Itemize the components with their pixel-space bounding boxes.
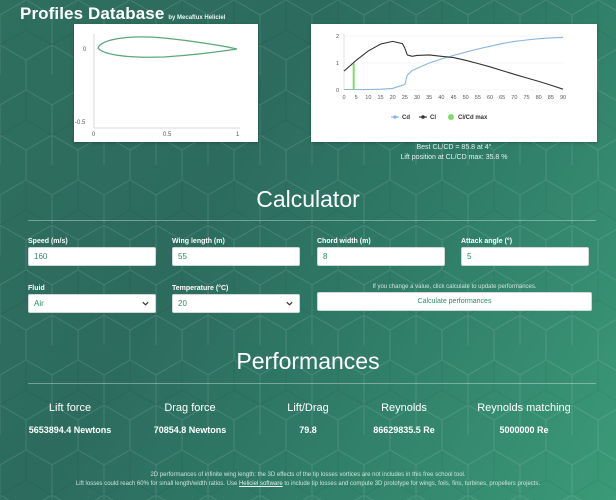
temperature-value: 20: [178, 299, 187, 308]
chevron-down-icon: [286, 301, 293, 306]
airfoil-profile-line: [97, 36, 238, 58]
calculator-divider: [28, 220, 596, 221]
perf-drag-force: Drag force 70854.8 Newtons: [140, 402, 240, 436]
perf-reynolds: Reynolds 86629835.5 Re: [356, 402, 452, 436]
polar-y-tick: 2: [336, 34, 339, 40]
fluid-select[interactable]: Air: [28, 294, 156, 313]
calculate-hint: If you change a value, click calculate t…: [372, 284, 537, 290]
profile-y-tick-neg05: -0.5: [75, 120, 86, 126]
footnote-text-b: to include tip losses and compute 3D pro…: [284, 481, 541, 487]
perf-value: 79.8: [299, 425, 317, 435]
lift-position-text: Lift position at CL/CD max: 35.8 %: [400, 154, 508, 161]
legend-label: Cl/Cd max: [458, 115, 488, 121]
polar-x-tick: 90: [560, 95, 566, 101]
footnote-line-2: Lift losses could reach 60% for small le…: [0, 479, 616, 489]
perf-head: Lift/Drag: [287, 402, 329, 414]
polar-x-tick: 15: [377, 95, 383, 101]
profile-shape-chart: 0 -0.5 0 0.5 1: [74, 24, 258, 142]
footnote-text-a: Lift losses could reach 60% for small le…: [75, 481, 238, 487]
polar-x-tick: 55: [475, 95, 481, 101]
perf-head: Lift force: [48, 402, 92, 414]
wing-length-input[interactable]: 55: [172, 247, 300, 266]
perf-value: 5653894.4 Newtons: [28, 425, 112, 435]
chord-width-label: Chord width (m): [317, 238, 371, 245]
polar-x-tick: 80: [536, 95, 542, 101]
perf-head: Reynolds matching: [477, 402, 571, 414]
polar-x-tick: 65: [499, 95, 505, 101]
polar-x-tick: 40: [438, 95, 444, 101]
perf-lift-drag: Lift/Drag 79.8: [268, 402, 348, 436]
perf-value: 5000000 Re: [499, 425, 549, 435]
legend-marker-clcd-max: [448, 114, 454, 120]
perf-value: 86629835.5 Re: [373, 425, 435, 435]
polar-x-tick: 50: [463, 95, 469, 101]
polar-x-tick: 60: [487, 95, 493, 101]
attack-angle-label: Attack angle (°): [461, 238, 513, 245]
profile-x-tick-0: 0: [92, 132, 96, 138]
polar-y-tick: 1: [336, 61, 339, 67]
perf-head: Reynolds: [381, 402, 427, 414]
polar-chart: 0 1 2 0 5 10 15 20 25 30 35 40 45 50 55 60 65 70 75 80 85 90 C…: [311, 24, 597, 142]
attack-angle-input[interactable]: 5: [461, 247, 589, 266]
polar-x-tick: 70: [511, 95, 517, 101]
chord-width-input[interactable]: 8: [317, 247, 445, 266]
chevron-down-icon: [142, 301, 149, 306]
perf-lift-force: Lift force 5653894.4 Newtons: [28, 402, 112, 436]
footnote-line-1: 2D performances of infinite wing length:…: [150, 472, 466, 478]
profile-x-tick-1: 1: [236, 132, 240, 138]
profile-x-tick-05: 0.5: [163, 132, 172, 138]
polar-x-tick: 45: [450, 95, 456, 101]
site-title[interactable]: Profiles Database: [20, 4, 165, 23]
perf-head: Drag force: [164, 402, 216, 414]
polar-series-cl: [343, 40, 564, 90]
performances-divider: [28, 383, 596, 384]
calculator-title: Calculator: [256, 186, 360, 212]
legend-label: Cl: [430, 115, 436, 121]
polar-x-tick: 5: [355, 95, 358, 101]
wing-length-label: Wing length (m): [172, 238, 225, 245]
performances-title: Performances: [236, 348, 380, 374]
fluid-value: Air: [34, 299, 44, 308]
polar-x-tick: 0: [342, 95, 345, 101]
legend-label: Cd: [402, 115, 410, 121]
polar-x-tick: 10: [365, 95, 371, 101]
polar-series-cd: [344, 36, 564, 91]
polar-x-tick: 25: [402, 95, 408, 101]
legend-marker-cd: [393, 115, 397, 119]
polar-x-tick: 85: [548, 95, 554, 101]
polar-y-tick: 0: [336, 88, 339, 94]
site-subtitle: by Mecaflux Heliciel: [168, 15, 226, 21]
best-clcd-text: Best CL/CD = 85.8 at 4°: [416, 144, 492, 151]
site-header: Profiles Database by Mecaflux Heliciel: [20, 4, 225, 24]
speed-label: Speed (m/s): [28, 238, 68, 245]
perf-value: 70854.8 Newtons: [153, 425, 227, 435]
speed-input[interactable]: 160: [28, 247, 156, 266]
polar-x-tick: 75: [523, 95, 529, 101]
temperature-select[interactable]: 20: [172, 294, 300, 313]
perf-reynolds-matching: Reynolds matching 5000000 Re: [466, 402, 582, 436]
legend-marker-cl: [421, 115, 425, 119]
polar-x-tick: 35: [426, 95, 432, 101]
temperature-label: Temperature (°C): [172, 285, 229, 292]
profile-y-tick-0: 0: [83, 47, 87, 53]
polar-caption: Best CL/CD = 85.8 at 4° Lift position at…: [311, 143, 597, 163]
polar-x-tick: 30: [414, 95, 420, 101]
fluid-label: Fluid: [28, 285, 45, 292]
calculate-performances-button[interactable]: Calculate performances: [317, 292, 592, 311]
polar-x-tick: 20: [390, 95, 396, 101]
heliciel-software-link[interactable]: Heliciel software: [238, 481, 283, 487]
